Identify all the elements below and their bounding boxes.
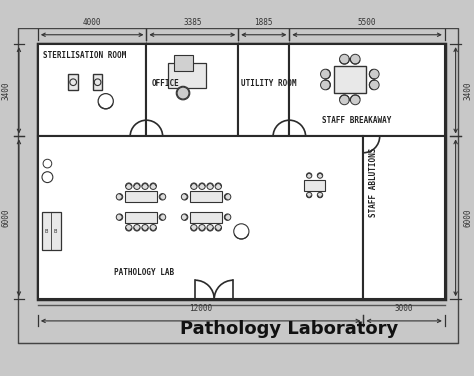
Text: PATHOLOGY LAB: PATHOLOGY LAB	[114, 268, 174, 277]
Circle shape	[207, 183, 213, 190]
Text: STAFF ABLUTIONS: STAFF ABLUTIONS	[369, 147, 378, 217]
Text: B: B	[45, 229, 48, 234]
Bar	[334, 66, 366, 93]
Bar	[38, 136, 364, 299]
Text: 3400: 3400	[464, 81, 473, 100]
Circle shape	[176, 86, 190, 100]
Circle shape	[159, 194, 166, 200]
Text: 5500: 5500	[358, 18, 376, 27]
Text: STAFF BREAKAWAY: STAFF BREAKAWAY	[322, 116, 391, 125]
Text: OFFICE: OFFICE	[152, 79, 180, 88]
Bar	[93, 74, 102, 90]
Bar	[190, 191, 222, 202]
Bar	[304, 180, 326, 191]
Text: Pathology Laboratory: Pathology Laboratory	[180, 320, 399, 338]
Circle shape	[306, 193, 312, 198]
Circle shape	[126, 224, 132, 231]
Circle shape	[207, 224, 213, 231]
Text: 3400: 3400	[2, 81, 11, 100]
Bar	[42, 212, 61, 250]
Bar	[38, 44, 146, 136]
Circle shape	[317, 173, 323, 178]
Circle shape	[116, 194, 123, 200]
Circle shape	[369, 80, 379, 90]
Text: UTILITY ROOM: UTILITY ROOM	[241, 79, 296, 88]
Bar	[168, 63, 206, 88]
Bar	[38, 44, 445, 299]
Circle shape	[339, 95, 349, 105]
Circle shape	[350, 54, 360, 64]
Circle shape	[339, 54, 349, 64]
Circle shape	[191, 183, 197, 190]
Circle shape	[126, 183, 132, 190]
Bar	[146, 44, 238, 136]
Circle shape	[150, 224, 156, 231]
Bar	[68, 74, 78, 90]
Circle shape	[215, 183, 221, 190]
Text: 6000: 6000	[2, 209, 11, 227]
Circle shape	[134, 224, 140, 231]
Circle shape	[134, 183, 140, 190]
Circle shape	[142, 183, 148, 190]
Text: 3385: 3385	[183, 18, 201, 27]
Circle shape	[116, 214, 123, 220]
Bar	[125, 212, 157, 223]
Text: B: B	[54, 229, 57, 234]
Circle shape	[320, 80, 330, 90]
Circle shape	[182, 214, 188, 220]
Bar	[190, 212, 222, 223]
Bar	[289, 44, 445, 136]
Circle shape	[150, 183, 156, 190]
Bar	[238, 44, 289, 136]
Circle shape	[224, 194, 231, 200]
Circle shape	[215, 224, 221, 231]
Circle shape	[142, 224, 148, 231]
Circle shape	[350, 95, 360, 105]
Text: 3000: 3000	[395, 304, 413, 313]
Bar	[125, 191, 157, 202]
Circle shape	[159, 214, 166, 220]
Text: 1885: 1885	[255, 18, 273, 27]
Circle shape	[182, 194, 188, 200]
Text: 12000: 12000	[189, 304, 212, 313]
Text: STERILISATION ROOM: STERILISATION ROOM	[43, 51, 127, 60]
Circle shape	[317, 193, 323, 198]
Text: 6000: 6000	[464, 209, 473, 227]
Circle shape	[320, 69, 330, 79]
Circle shape	[369, 69, 379, 79]
Bar	[364, 136, 445, 299]
Circle shape	[224, 214, 231, 220]
Circle shape	[199, 183, 205, 190]
Circle shape	[199, 224, 205, 231]
Circle shape	[306, 173, 312, 178]
Text: 4000: 4000	[83, 18, 101, 27]
Bar	[173, 55, 192, 71]
Circle shape	[191, 224, 197, 231]
